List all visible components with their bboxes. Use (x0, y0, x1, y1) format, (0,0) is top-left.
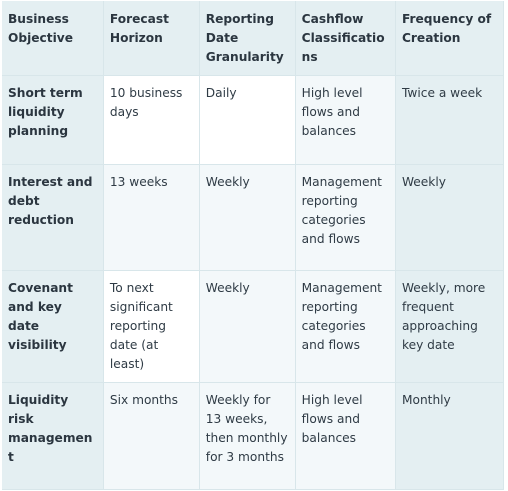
table-row: Interest and debt reduction 13 weeks Wee… (2, 164, 505, 271)
row-objective: Covenant and key date visibility (2, 270, 104, 383)
frequency-cell: Weekly (395, 164, 505, 271)
granularity-cell: Weekly (199, 164, 296, 271)
frequency-cell: Twice a week (395, 75, 505, 165)
forecast-horizon-cell: To next significant reporting date (at l… (103, 270, 200, 383)
classifications-cell: High level flows and balances (295, 382, 396, 490)
header-cashflow-classifications: Cashflow Classifications (295, 1, 396, 76)
classifications-cell: High level flows and balances (295, 75, 396, 165)
granularity-cell: Weekly (199, 270, 296, 383)
row-objective: Liquidity risk management (2, 382, 104, 490)
header-forecast-horizon: Forecast Horizon (103, 1, 200, 76)
classifications-cell: Management reporting categories and flow… (295, 270, 396, 383)
header-frequency-of-creation: Frequency of Creation (395, 1, 505, 76)
forecast-horizon-cell: 10 business days (103, 75, 200, 165)
header-reporting-date-granularity: Reporting Date Granularity (199, 1, 296, 76)
table-row: Short term liquidity planning 10 busines… (2, 75, 505, 165)
row-objective: Short term liquidity planning (2, 75, 104, 165)
frequency-cell: Weekly, more frequent approaching key da… (395, 270, 505, 383)
table-row: Covenant and key date visibility To next… (2, 270, 505, 383)
classifications-cell: Management reporting categories and flow… (295, 164, 396, 271)
table-row: Liquidity risk management Six months Wee… (2, 382, 505, 490)
forecast-horizon-cell: Six months (103, 382, 200, 490)
forecast-horizon-cell: 13 weeks (103, 164, 200, 271)
header-business-objective: Business Objective (2, 1, 104, 76)
granularity-cell: Daily (199, 75, 296, 165)
granularity-cell: Weekly for 13 weeks, then monthly for 3 … (199, 382, 296, 490)
frequency-cell: Monthly (395, 382, 505, 490)
row-objective: Interest and debt reduction (2, 164, 104, 271)
table-header-row: Business Objective Forecast Horizon Repo… (2, 1, 505, 76)
